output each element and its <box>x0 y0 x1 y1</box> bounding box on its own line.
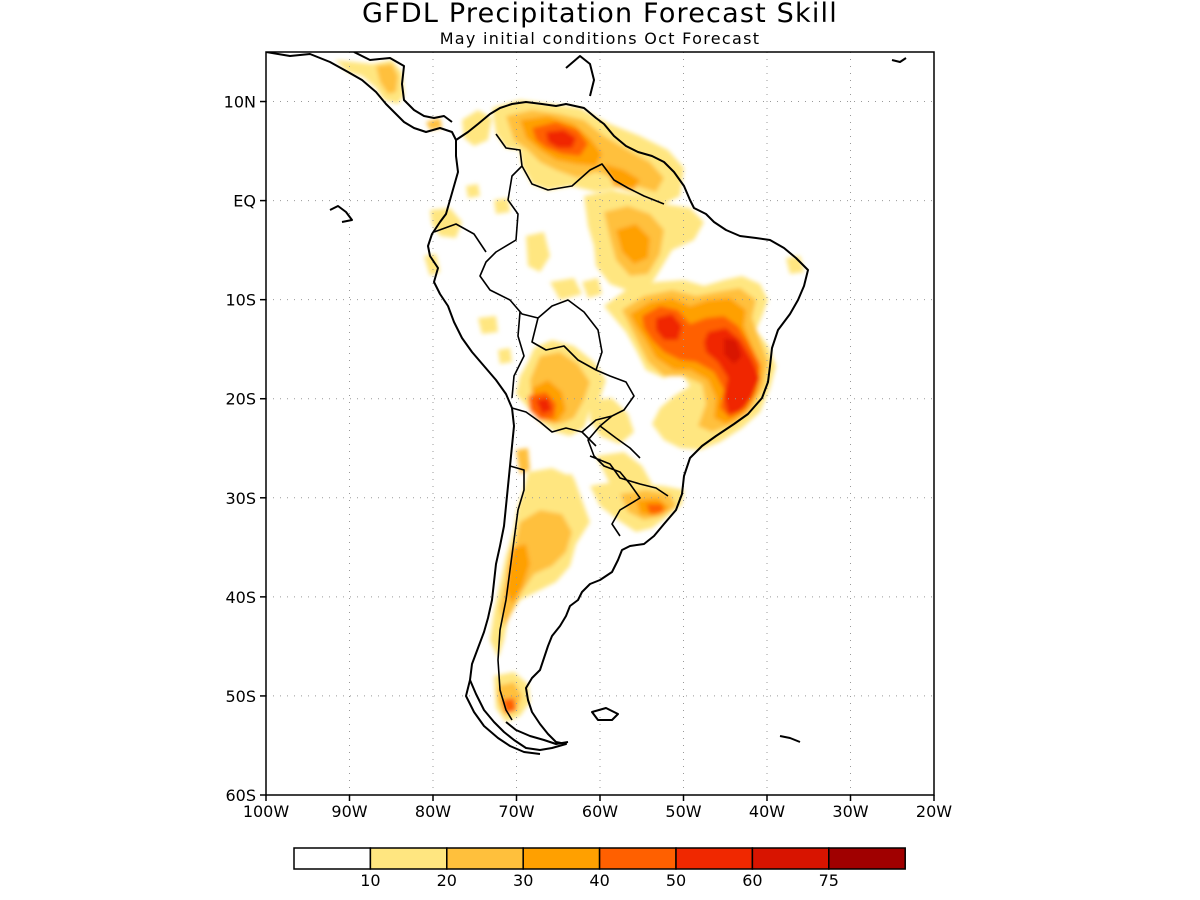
lon-tick-label: 30W <box>832 802 868 821</box>
skill-area-patch-5 <box>526 232 550 272</box>
south-america-coastline <box>427 101 809 751</box>
colorbar-label: 60 <box>742 871 762 890</box>
skill-area-patch-7 <box>478 316 498 334</box>
skill-area-panama <box>426 118 442 130</box>
colorbar-swatch <box>293 847 372 870</box>
colorbar-swatch <box>828 847 906 870</box>
colorbar-swatch <box>522 847 601 870</box>
colorbar-label: 75 <box>819 871 839 890</box>
caribbean-islands <box>329 55 907 743</box>
lon-tick-label: 90W <box>331 802 367 821</box>
skill-area-bolivia-peak <box>536 398 552 414</box>
colorbar-swatch <box>598 847 677 870</box>
skill-area-patch-9 <box>582 278 602 298</box>
lat-tick-label: 50S <box>225 687 256 706</box>
lat-tick-label: 30S <box>225 489 256 508</box>
lat-tick-label: 20S <box>225 390 256 409</box>
skill-area-paraguay <box>590 398 634 444</box>
skill-area-venezuela-peak <box>546 130 576 148</box>
lat-tick-label: 60S <box>225 786 256 805</box>
colorbar-swatch <box>446 847 524 870</box>
colorbar-swatch <box>369 847 448 870</box>
skill-area-amazon-band-high <box>616 224 650 264</box>
map-subtitle: May initial conditions Oct Forecast <box>439 29 761 48</box>
national-borders <box>433 133 669 721</box>
skill-area-paraguay-2 <box>596 452 652 490</box>
skill-area-argentina-small <box>556 474 576 494</box>
skill-area-patch-4 <box>424 254 440 276</box>
skill-area-guianas <box>604 164 640 190</box>
colorbar-swatch <box>751 847 830 870</box>
lon-tick-label: 70W <box>498 802 534 821</box>
skill-area-patch-10 <box>786 256 804 274</box>
skill-shading-layer <box>335 60 804 722</box>
skill-area-patch-2 <box>494 198 510 214</box>
lon-tick-label: 60W <box>582 802 618 821</box>
colorbar-label: 10 <box>360 871 380 890</box>
skill-area-patch-8 <box>498 348 512 364</box>
skill-area-patch-1 <box>466 184 480 198</box>
central-america-coastline <box>266 52 457 141</box>
skill-area-ne-brazil-peak <box>656 314 760 414</box>
map-grid <box>266 52 934 795</box>
lat-tick-label: 10S <box>225 291 256 310</box>
skill-area-ne-brazil-max <box>724 338 742 364</box>
colorbar-label: 40 <box>589 871 609 890</box>
lon-tick-label: 20W <box>916 802 952 821</box>
lon-tick-label: 80W <box>415 802 451 821</box>
lon-tick-label: 50W <box>665 802 701 821</box>
colorbar-label: 20 <box>437 871 457 890</box>
colorbar-label: 50 <box>666 871 686 890</box>
tierra-del-fuego <box>465 679 569 755</box>
lon-tick-label: 100W <box>243 802 290 821</box>
colorbar: 10 20 30 40 50 60 75 <box>293 847 906 890</box>
lat-tick-label: EQ <box>233 192 256 211</box>
colorbar-swatch <box>675 847 754 870</box>
coastline-layer <box>266 52 907 755</box>
lat-tick-label: 40S <box>225 588 256 607</box>
map-title: GFDL Precipitation Forecast Skill <box>362 0 838 29</box>
skill-area-central-america-core <box>376 64 398 94</box>
skill-area-patch-6 <box>550 278 582 300</box>
skill-area-argentina-mid <box>500 510 572 628</box>
lat-tick-label: 10N <box>224 93 256 112</box>
lon-tick-label: 40W <box>749 802 785 821</box>
skill-area-n-chile <box>516 448 530 474</box>
skill-area-s-brazil-core <box>646 504 664 514</box>
colorbar-label: 30 <box>513 871 533 890</box>
